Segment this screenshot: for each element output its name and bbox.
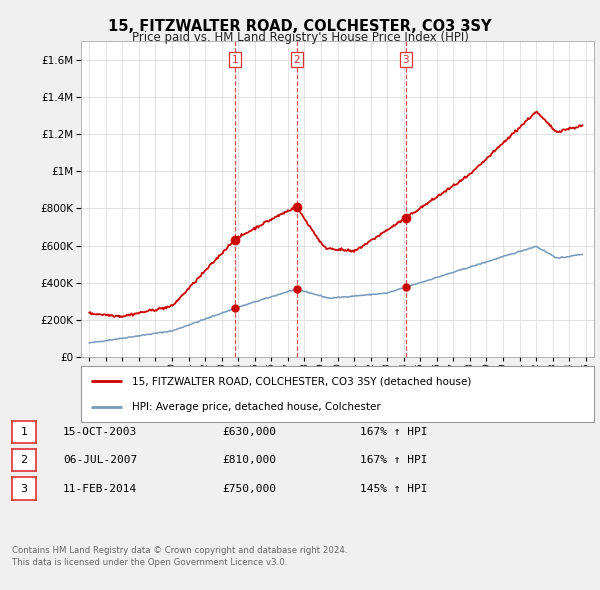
Text: 167% ↑ HPI: 167% ↑ HPI — [360, 455, 427, 465]
Text: HPI: Average price, detached house, Colchester: HPI: Average price, detached house, Colc… — [133, 402, 381, 412]
Text: £750,000: £750,000 — [222, 484, 276, 493]
Text: £810,000: £810,000 — [222, 455, 276, 465]
Text: 2: 2 — [20, 455, 28, 465]
Text: 3: 3 — [403, 55, 409, 65]
Text: 167% ↑ HPI: 167% ↑ HPI — [360, 427, 427, 437]
Text: 06-JUL-2007: 06-JUL-2007 — [63, 455, 137, 465]
Text: 2: 2 — [293, 55, 300, 65]
Text: This data is licensed under the Open Government Licence v3.0.: This data is licensed under the Open Gov… — [12, 558, 287, 566]
Text: 15, FITZWALTER ROAD, COLCHESTER, CO3 3SY (detached house): 15, FITZWALTER ROAD, COLCHESTER, CO3 3SY… — [133, 376, 472, 386]
Text: 11-FEB-2014: 11-FEB-2014 — [63, 484, 137, 493]
Text: 1: 1 — [20, 427, 28, 437]
Text: 145% ↑ HPI: 145% ↑ HPI — [360, 484, 427, 493]
Text: Contains HM Land Registry data © Crown copyright and database right 2024.: Contains HM Land Registry data © Crown c… — [12, 546, 347, 555]
Text: 3: 3 — [20, 484, 28, 493]
Text: £630,000: £630,000 — [222, 427, 276, 437]
Text: 15, FITZWALTER ROAD, COLCHESTER, CO3 3SY: 15, FITZWALTER ROAD, COLCHESTER, CO3 3SY — [108, 19, 492, 34]
Text: 1: 1 — [232, 55, 238, 65]
Text: 15-OCT-2003: 15-OCT-2003 — [63, 427, 137, 437]
Text: Price paid vs. HM Land Registry's House Price Index (HPI): Price paid vs. HM Land Registry's House … — [131, 31, 469, 44]
